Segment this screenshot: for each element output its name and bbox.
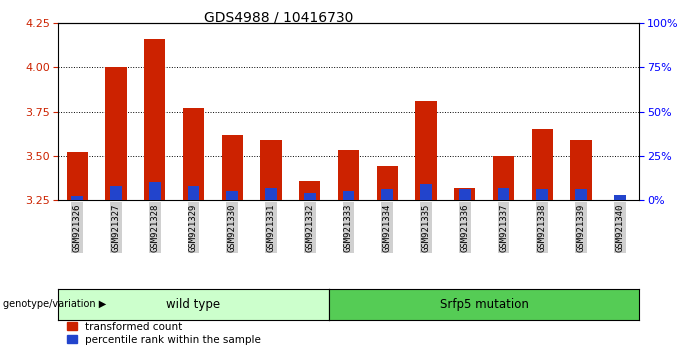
Text: GSM921328: GSM921328 [150, 204, 159, 252]
Bar [614, 195, 626, 200]
Text: GSM921337: GSM921337 [499, 204, 508, 252]
Bar [110, 186, 122, 200]
Text: GSM921329: GSM921329 [189, 204, 198, 252]
Bar [459, 189, 471, 200]
Text: GSM921339: GSM921339 [577, 204, 585, 252]
Bar [71, 196, 83, 200]
Bar [265, 188, 277, 200]
Bar [381, 189, 393, 200]
Bar [299, 181, 320, 200]
Bar [377, 166, 398, 200]
Text: GDS4988 / 10416730: GDS4988 / 10416730 [204, 11, 354, 25]
Bar [183, 108, 204, 200]
Text: GSM921332: GSM921332 [305, 204, 314, 252]
Legend: transformed count, percentile rank within the sample: transformed count, percentile rank withi… [63, 317, 265, 349]
Bar [532, 129, 553, 200]
Text: GSM921330: GSM921330 [228, 204, 237, 252]
Text: GSM921334: GSM921334 [383, 204, 392, 252]
Bar [226, 191, 238, 200]
Bar [498, 188, 509, 200]
Text: GSM921336: GSM921336 [460, 204, 469, 252]
Text: GSM921326: GSM921326 [73, 204, 82, 252]
Text: GSM921327: GSM921327 [112, 204, 120, 252]
Text: GSM921338: GSM921338 [538, 204, 547, 252]
Bar [493, 156, 514, 200]
Bar [343, 191, 354, 200]
Bar [338, 150, 359, 200]
Text: genotype/variation ▶: genotype/variation ▶ [3, 299, 107, 309]
Bar [105, 67, 126, 200]
Bar [304, 193, 316, 200]
Text: GSM921331: GSM921331 [267, 204, 275, 252]
Bar [144, 39, 165, 200]
Bar [67, 152, 88, 200]
Bar [571, 140, 592, 200]
Text: GSM921335: GSM921335 [422, 204, 430, 252]
Bar [420, 184, 432, 200]
Bar [454, 188, 475, 200]
Text: wild type: wild type [167, 298, 220, 311]
Bar [537, 189, 548, 200]
Bar [260, 140, 282, 200]
Text: GSM921333: GSM921333 [344, 204, 353, 252]
Text: GSM921340: GSM921340 [615, 204, 624, 252]
Text: Srfp5 mutation: Srfp5 mutation [440, 298, 528, 311]
Bar [575, 189, 587, 200]
Bar [188, 186, 199, 200]
Bar [222, 135, 243, 200]
Bar [415, 101, 437, 200]
Bar [149, 182, 160, 200]
